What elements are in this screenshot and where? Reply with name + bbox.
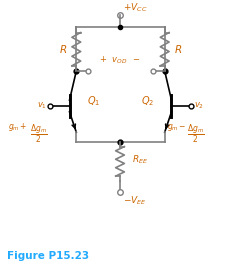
- Text: Figure P15.23: Figure P15.23: [7, 251, 89, 262]
- Text: $\dfrac{\Delta g_m}{2}$: $\dfrac{\Delta g_m}{2}$: [187, 123, 205, 145]
- Text: $+\ \ v_{OD}\ \ -$: $+\ \ v_{OD}\ \ -$: [99, 55, 141, 66]
- Text: $\dfrac{\Delta g_m}{2}$: $\dfrac{\Delta g_m}{2}$: [30, 123, 47, 145]
- Text: $R$: $R$: [174, 43, 182, 55]
- Text: $v_1$: $v_1$: [37, 101, 47, 111]
- Text: $g_m +$: $g_m +$: [8, 121, 28, 133]
- Text: $g_m -$: $g_m -$: [167, 122, 186, 133]
- Text: $R$: $R$: [59, 43, 67, 55]
- Text: $Q_1$: $Q_1$: [87, 94, 100, 108]
- Text: $+V_{CC}$: $+V_{CC}$: [123, 1, 147, 14]
- Text: $Q_2$: $Q_2$: [141, 94, 154, 108]
- Text: $-V_{EE}$: $-V_{EE}$: [123, 194, 147, 207]
- Text: $v_2$: $v_2$: [194, 101, 204, 111]
- Text: $R_{EE}$: $R_{EE}$: [132, 153, 148, 166]
